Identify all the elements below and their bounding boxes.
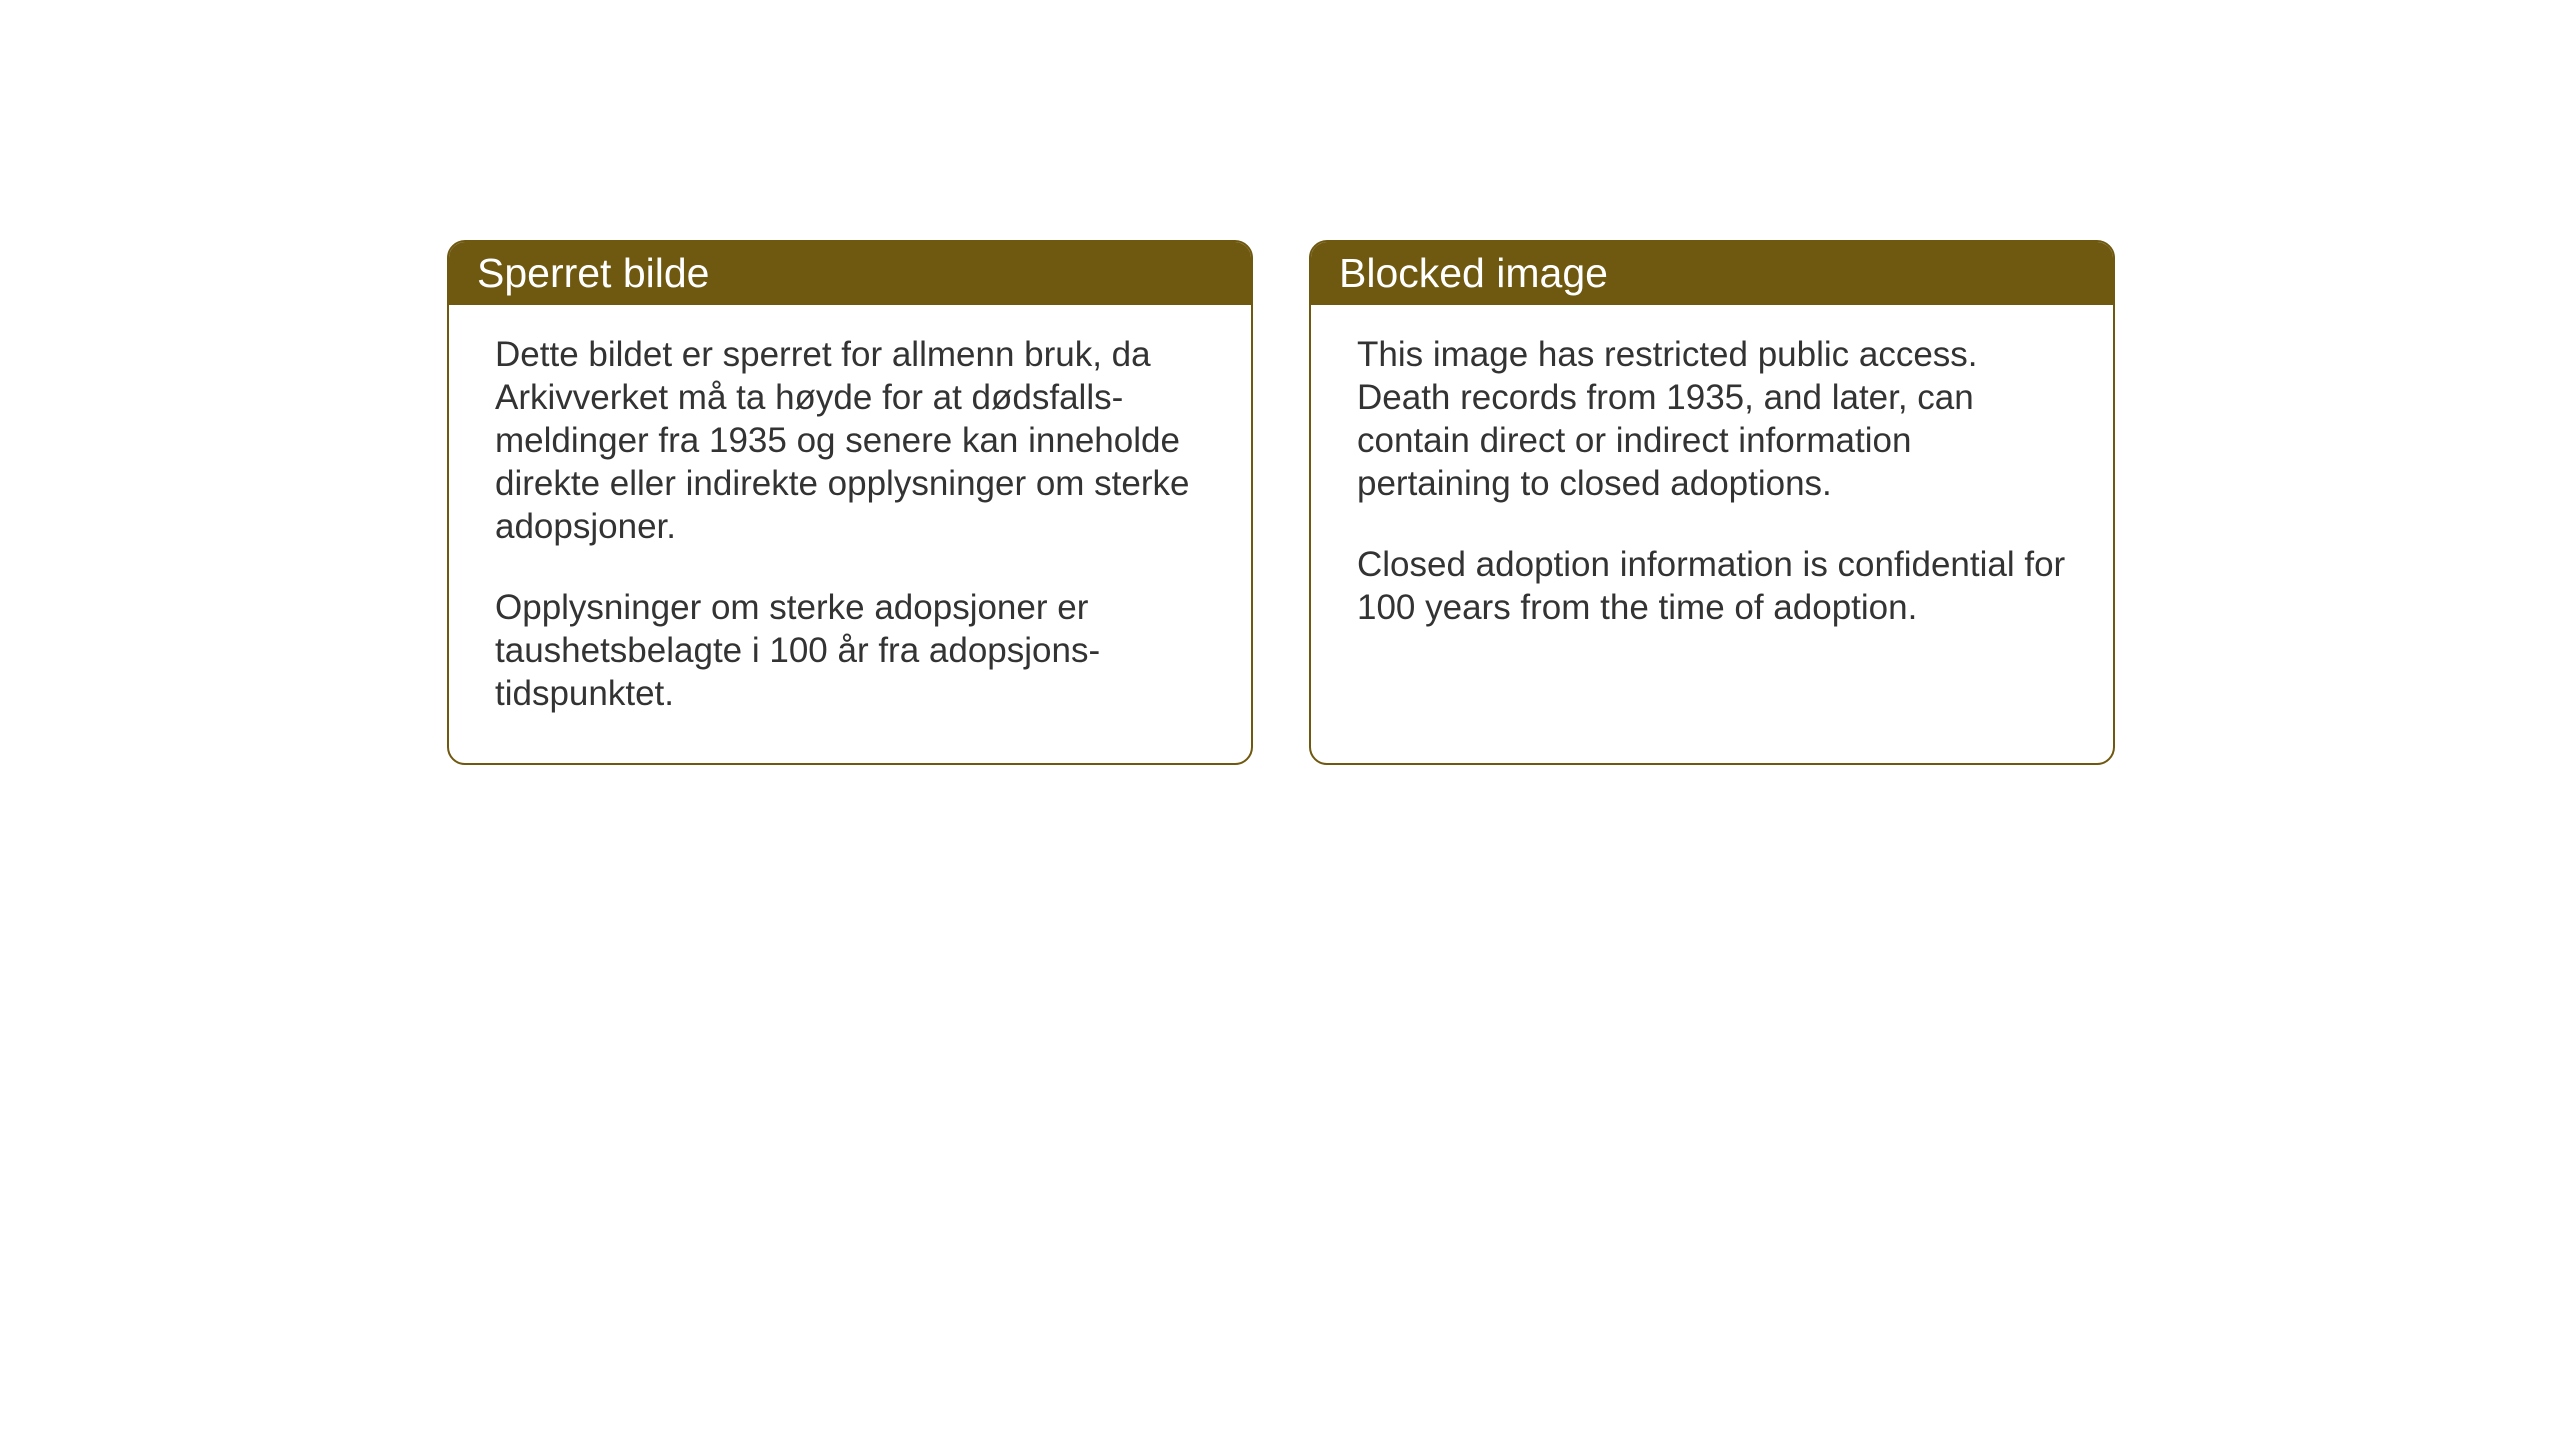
norwegian-paragraph-1: Dette bildet er sperret for allmenn bruk…: [495, 333, 1205, 548]
notice-container: Sperret bilde Dette bildet er sperret fo…: [447, 240, 2115, 765]
english-card-title: Blocked image: [1311, 242, 2113, 305]
english-paragraph-1: This image has restricted public access.…: [1357, 333, 2067, 505]
norwegian-card-body: Dette bildet er sperret for allmenn bruk…: [449, 305, 1251, 763]
english-paragraph-2: Closed adoption information is confident…: [1357, 543, 2067, 629]
norwegian-card-title: Sperret bilde: [449, 242, 1251, 305]
norwegian-notice-card: Sperret bilde Dette bildet er sperret fo…: [447, 240, 1253, 765]
english-notice-card: Blocked image This image has restricted …: [1309, 240, 2115, 765]
english-card-body: This image has restricted public access.…: [1311, 305, 2113, 677]
norwegian-paragraph-2: Opplysninger om sterke adopsjoner er tau…: [495, 586, 1205, 715]
